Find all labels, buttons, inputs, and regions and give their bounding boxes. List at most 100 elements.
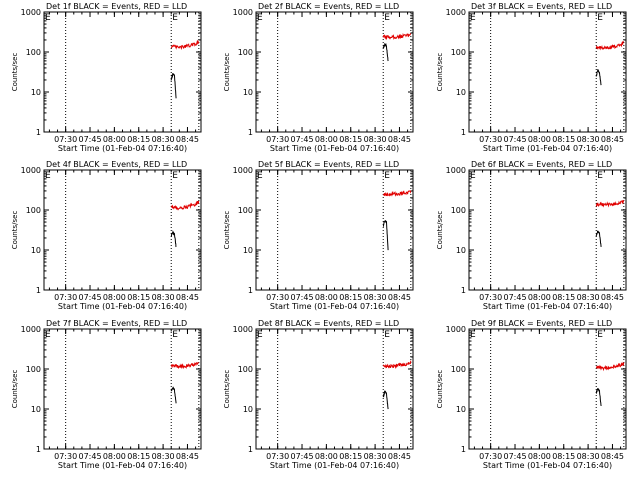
x-tick-label: 08:15 [552,293,575,302]
x-tick-label: 07:30 [54,135,77,144]
y-tick-label: 1 [461,128,466,137]
event-marker-label: E [384,13,390,23]
x-tick-label: 07:45 [290,293,313,302]
y-axis-label: Counts/sec [223,53,231,92]
event-marker-label: E [172,171,178,181]
y-axis-label: Counts/sec [436,370,444,409]
series-line-lld [382,32,412,41]
chart-panel-5: Det 5f BLACK = Events, RED = LLD 1 10 100 10… [223,160,414,311]
event-marker-label: E [257,171,263,181]
series-line-lld [595,199,625,208]
y-tick-label: 1000 [21,8,41,17]
y-tick-label: 100 [238,206,253,215]
x-tick-label: 08:00 [315,135,338,144]
x-tick-label: 08:45 [601,293,624,302]
x-tick-label: 08:45 [601,135,624,144]
y-tick-label: 1000 [233,8,253,17]
y-axis-label: Counts/sec [11,53,19,92]
series-line-lld [170,362,199,370]
series-line-events [595,230,602,247]
x-tick-label: 08:45 [601,452,624,461]
event-marker-label: E [597,171,603,181]
y-axis-label: Counts/sec [436,53,444,92]
y-tick-label: 1 [461,445,466,454]
chart-title: Det 8f BLACK = Events, RED = LLD [258,319,399,328]
x-tick-label: 08:00 [315,452,338,461]
y-tick-label: 1 [461,286,466,295]
y-tick-label: 10 [31,88,41,97]
x-tick-label: 08:30 [152,135,175,144]
series-line-events [595,388,602,407]
series-line-events [170,73,177,99]
x-tick-label: 08:30 [364,293,387,302]
event-marker-label: E [470,171,476,181]
x-tick-label: 07:30 [266,452,289,461]
x-tick-label: 08:00 [103,135,126,144]
series-line-events [595,69,602,86]
y-tick-label: 10 [31,405,41,414]
x-tick-label: 08:15 [552,452,575,461]
x-tick-label: 07:30 [479,452,502,461]
y-tick-label: 1 [248,286,253,295]
event-marker-label: E [257,13,263,23]
chart-title: Det 3f BLACK = Events, RED = LLD [471,2,612,11]
plot-frame [43,11,202,133]
y-axis-label: Counts/sec [11,370,19,409]
y-tick-label: 10 [243,88,253,97]
x-tick-label: 08:00 [528,452,551,461]
x-axis-label: Start Time (01-Feb-04 07:16:40) [58,302,187,311]
series-line-lld [382,360,412,370]
x-tick-label: 08:15 [339,135,362,144]
y-tick-label: 1 [248,445,253,454]
x-tick-label: 08:15 [339,293,362,302]
chart-panel-9: Det 9f BLACK = Events, RED = LLD 1 10 100 10… [436,319,627,470]
y-tick-label: 1 [36,128,41,137]
chart-title: Det 4f BLACK = Events, RED = LLD [46,160,187,169]
chart-panel-1: Det 1f BLACK = Events, RED = LLD 1 10 100 10… [11,2,202,153]
plot-frame [255,169,414,291]
x-tick-label: 08:15 [127,293,150,302]
plot-frame [468,328,627,450]
x-axis-label: Start Time (01-Feb-04 07:16:40) [270,144,399,153]
x-tick-label: 08:45 [176,452,199,461]
event-marker-label: E [172,330,178,340]
x-tick-label: 07:45 [503,135,526,144]
series-line-lld [595,361,625,372]
chart-panel-2: Det 2f BLACK = Events, RED = LLD 1 10 100 10… [223,2,414,153]
x-tick-label: 07:45 [503,293,526,302]
chart-panel-8: Det 8f BLACK = Events, RED = LLD 1 10 100 10… [223,319,414,470]
event-marker-label: E [597,13,603,23]
y-axis-label: Counts/sec [436,211,444,250]
x-axis-label: Start Time (01-Feb-04 07:16:40) [483,461,612,470]
series-line-events [170,230,177,248]
y-tick-label: 100 [238,365,253,374]
x-tick-label: 07:45 [78,452,101,461]
plot-frame [43,169,202,291]
event-marker-label: E [45,330,51,340]
series-line-events [382,390,389,410]
chart-title: Det 7f BLACK = Events, RED = LLD [46,319,187,328]
y-tick-label: 10 [243,405,253,414]
y-tick-label: 1 [36,445,41,454]
y-tick-label: 1000 [21,166,41,175]
y-tick-label: 1 [36,286,41,295]
x-tick-label: 08:30 [152,452,175,461]
x-tick-label: 07:30 [479,293,502,302]
plot-frame [468,169,627,291]
x-tick-label: 08:00 [103,293,126,302]
x-tick-label: 08:30 [152,293,175,302]
event-marker-label: E [45,171,51,181]
y-tick-label: 100 [451,365,466,374]
y-tick-label: 100 [26,48,41,57]
y-tick-label: 10 [456,405,466,414]
x-tick-label: 08:00 [315,293,338,302]
x-tick-label: 08:30 [577,293,600,302]
x-tick-label: 08:45 [176,293,199,302]
x-tick-label: 08:45 [388,135,411,144]
event-marker-label: E [45,13,51,23]
event-marker-label: E [470,330,476,340]
x-tick-label: 07:30 [266,293,289,302]
y-tick-label: 100 [451,206,466,215]
y-tick-label: 1000 [233,166,253,175]
